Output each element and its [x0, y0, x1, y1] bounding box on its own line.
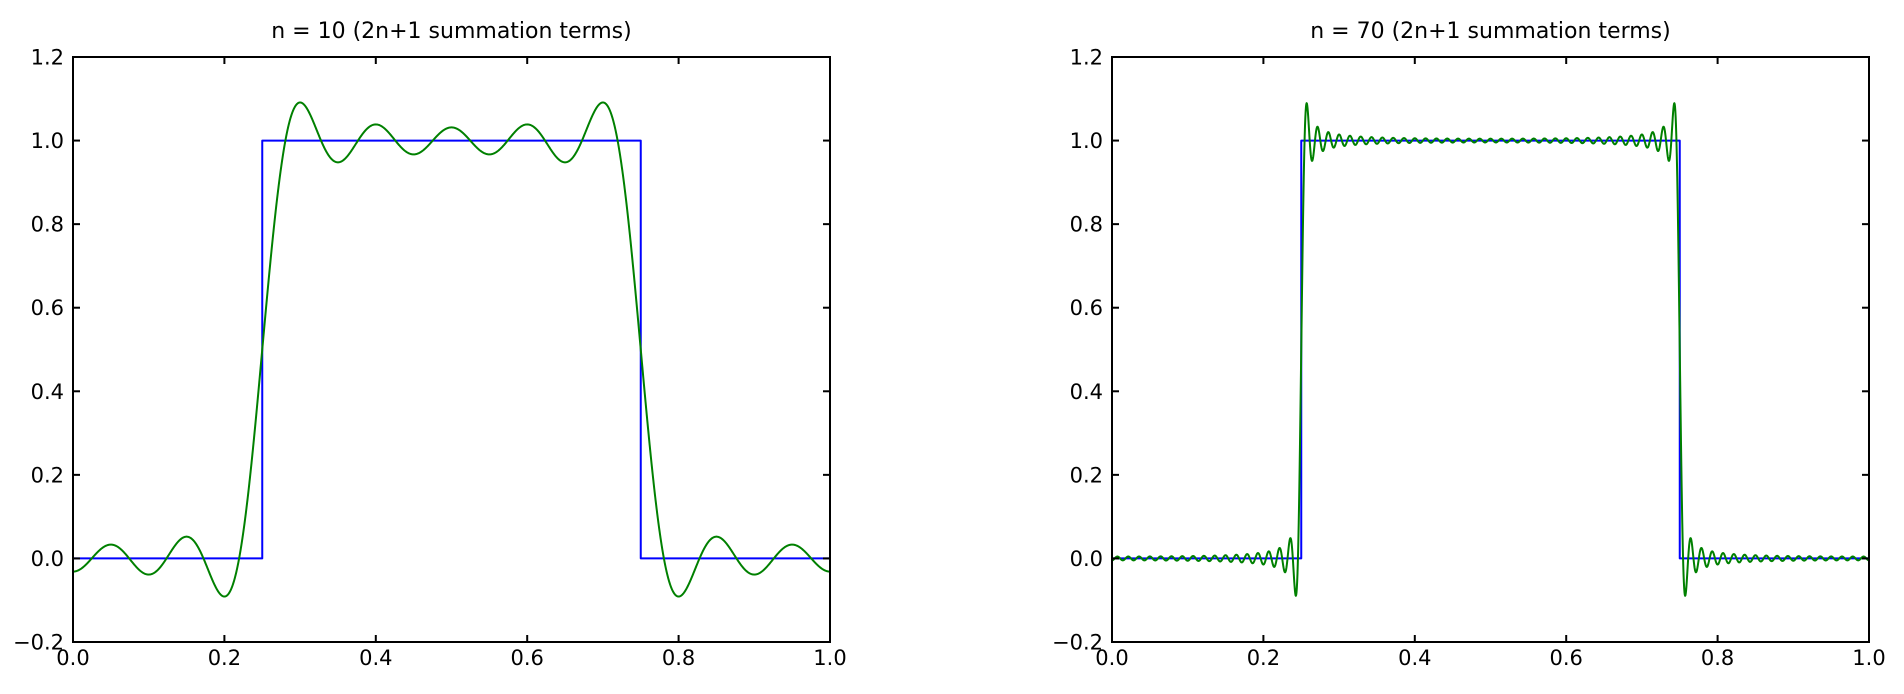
square-wave-line — [72, 139, 831, 560]
y-tick-label: 0.4 — [31, 380, 64, 404]
y-tick-label: 0.4 — [1070, 380, 1103, 404]
y-tick-label: −0.2 — [1052, 631, 1103, 655]
y-tick-label: 0.2 — [1070, 463, 1103, 487]
x-tick-label: 0.2 — [208, 646, 241, 670]
fourier-partial-sum-line — [72, 101, 831, 598]
y-tick-label: −0.2 — [13, 631, 64, 655]
axes-frame — [72, 56, 831, 643]
x-tick-label: 0.6 — [510, 646, 543, 670]
fourier-partial-sum-line — [1111, 102, 1870, 597]
y-tick-label: 0.8 — [1070, 213, 1103, 237]
y-tick-label: 0.6 — [31, 296, 64, 320]
x-tick-label: 0.8 — [662, 646, 695, 670]
left-plot-area: n = 10 (2n+1 summation terms) 0.0 0.2 0.4 0… — [13, 19, 847, 670]
x-tick-label: 0.4 — [359, 646, 392, 670]
y-tick-label: 1.2 — [1070, 46, 1103, 70]
right-plot-title: n = 70 (2n+1 summation terms) — [1310, 19, 1670, 44]
y-tick-label: 1.2 — [31, 46, 64, 70]
y-tick-label: 0.0 — [31, 547, 64, 571]
y-tick-label: 0.6 — [1070, 296, 1103, 320]
left-subplot: n = 10 (2n+1 summation terms) 0.0 0.2 0.4 0… — [13, 19, 847, 670]
x-tick-label: 1.0 — [1852, 646, 1885, 670]
y-tick-label: 0.8 — [31, 213, 64, 237]
x-tick-label: 0.0 — [56, 646, 89, 670]
x-tick-label: 0.4 — [1398, 646, 1431, 670]
x-tick-label: 0.2 — [1247, 646, 1280, 670]
y-tick-label: 0.2 — [31, 463, 64, 487]
y-tick-label: 0.0 — [1070, 547, 1103, 571]
right-plot-area: n = 70 (2n+1 summation terms) 0.0 0.2 0.4 0… — [1052, 19, 1886, 670]
x-tick-label: 0.0 — [1095, 646, 1128, 670]
square-wave-line — [1111, 139, 1870, 560]
y-tick-label: 1.0 — [1070, 129, 1103, 153]
axes-frame — [1111, 56, 1870, 643]
left-plot-title: n = 10 (2n+1 summation terms) — [271, 19, 631, 44]
right-subplot: n = 70 (2n+1 summation terms) 0.0 0.2 0.4 0… — [1052, 19, 1886, 670]
x-tick-label: 0.8 — [1701, 646, 1734, 670]
x-tick-label: 1.0 — [813, 646, 846, 670]
x-tick-label: 0.6 — [1549, 646, 1582, 670]
y-tick-label: 1.0 — [31, 129, 64, 153]
